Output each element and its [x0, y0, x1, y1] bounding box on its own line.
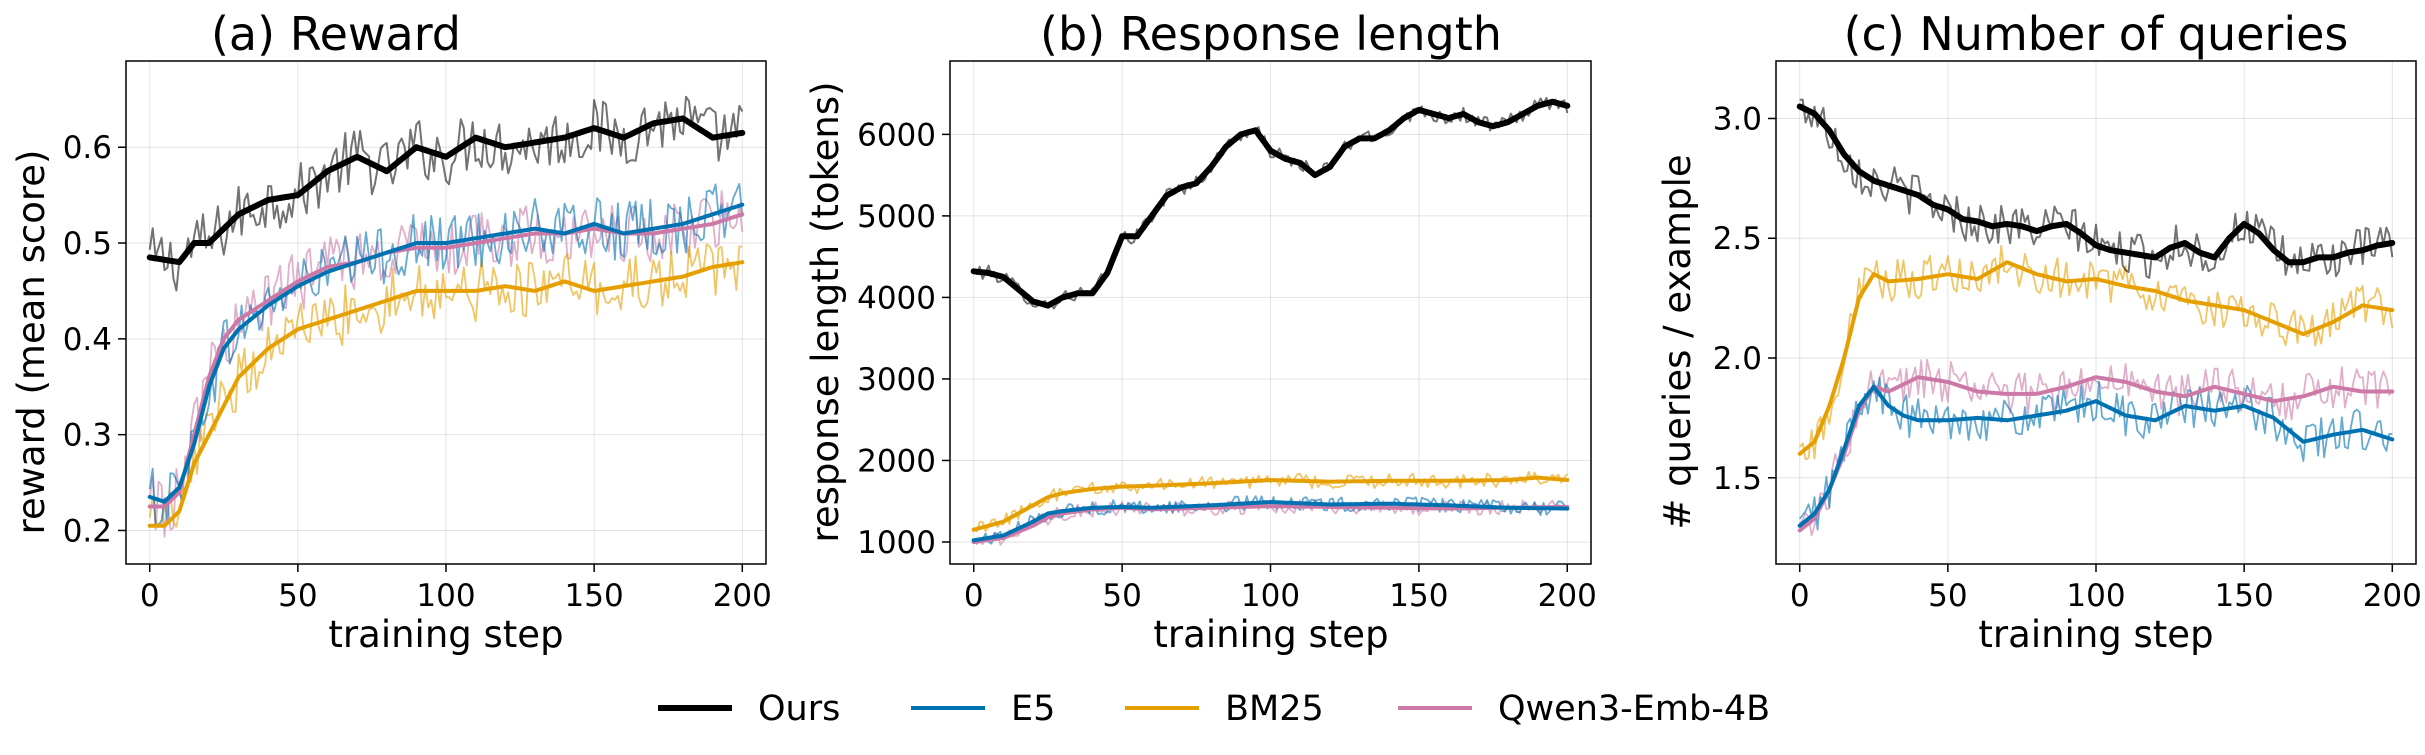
series-line-ours-number-of-queries [1796, 103, 2396, 266]
y-tick-label-reward: 0.3 [63, 418, 112, 454]
series-line-bm25-number-of-queries [1797, 260, 2395, 456]
series-line-bm25-reward [147, 260, 745, 528]
x-axis-label-reward: training step [328, 613, 563, 656]
x-tick-label-reward: 100 [416, 578, 475, 614]
x-axis-label-number-of-queries: training step [1978, 613, 2213, 656]
y-tick-label-response-length: 4000 [857, 280, 936, 316]
raw-series-line-bm25-reward [148, 243, 743, 528]
x-tick-label-response-length: 50 [1102, 578, 1141, 614]
x-tick-label-response-length: 100 [1241, 578, 1300, 614]
x-tick-label-number-of-queries: 0 [1790, 578, 1810, 614]
series-line-e5-response-length [971, 500, 1570, 543]
raw-series-line-ours-response-length [972, 96, 1569, 310]
panel-title-number-of-queries: (c) Number of queries [1844, 7, 2349, 61]
x-tick-label-response-length: 200 [1538, 578, 1597, 614]
raw-series-line-bm25-number-of-queries [1799, 244, 2394, 461]
y-tick-label-response-length: 1000 [857, 525, 936, 561]
panel-reward: (a) Reward training step reward (mean sc… [10, 7, 772, 656]
x-axis-label-response-length: training step [1153, 613, 1388, 656]
panel-number-of-queries: (c) Number of queries training step # qu… [1656, 7, 2422, 656]
x-tick-label-reward: 200 [713, 578, 772, 614]
y-tick-label-response-length: 6000 [857, 117, 936, 153]
y-tick-label-number-of-queries: 1.5 [1713, 461, 1762, 497]
series-reward [146, 95, 746, 538]
y-tick-label-response-length: 2000 [857, 443, 936, 479]
ticks-reward: 0 50 100 150 200 0.2 0.3 0.4 0.5 0.6 [63, 130, 772, 614]
series-line-bm25-response-length [971, 475, 1570, 532]
x-tick-label-response-length: 150 [1389, 578, 1448, 614]
legend-entry-e5: E5 [911, 689, 1055, 729]
raw-series-line-ours-reward [148, 95, 744, 292]
x-tick-label-reward: 150 [565, 578, 624, 614]
y-axis-label-number-of-queries: # queries / example [1656, 154, 1699, 529]
x-tick-label-number-of-queries: 50 [1928, 578, 1967, 614]
x-tick-label-reward: 0 [140, 578, 160, 614]
legend-label-bm25: BM25 [1225, 689, 1324, 729]
series-number-of-queries [1796, 98, 2396, 537]
panel-response-length: (b) Response length training step respon… [804, 7, 1597, 656]
legend-label-ours: Ours [758, 689, 840, 729]
legend: Ours E5 BM25 Qwen3-Emb-4B [658, 689, 1770, 729]
y-tick-label-response-length: 5000 [857, 199, 936, 235]
series-line-qwen3-emb-4b-response-length [971, 504, 1570, 544]
legend-entry-ours: Ours [658, 689, 840, 729]
gridlines-reward [126, 61, 766, 564]
y-axis-label-reward: reward (mean score) [10, 150, 53, 535]
x-tick-label-number-of-queries: 200 [2363, 578, 2422, 614]
raw-series-line-ours-number-of-queries [1799, 98, 2394, 279]
series-line-e5-number-of-queries [1797, 384, 2395, 528]
series-line-ours-reward [146, 115, 746, 266]
ticks-number-of-queries: 0 50 100 150 200 1.5 2.0 2.5 3.0 [1713, 101, 2422, 614]
x-tick-label-number-of-queries: 100 [2066, 578, 2125, 614]
series-line-qwen3-emb-4b-reward [147, 212, 745, 509]
legend-label-qwen3-emb-4b: Qwen3-Emb-4B [1498, 689, 1770, 729]
legend-entry-qwen3-emb-4b: Qwen3-Emb-4B [1398, 689, 1770, 729]
y-tick-label-reward: 0.5 [63, 226, 112, 262]
y-tick-label-reward: 0.6 [63, 130, 112, 166]
gridlines-response-length [950, 61, 1591, 564]
series-response-length [970, 96, 1571, 546]
y-tick-label-number-of-queries: 3.0 [1713, 101, 1762, 137]
y-tick-label-reward: 0.4 [63, 322, 112, 358]
series-line-e5-reward [147, 202, 745, 504]
y-tick-label-response-length: 3000 [857, 362, 936, 398]
x-tick-label-reward: 50 [278, 578, 317, 614]
series-line-ours-response-length [970, 98, 1571, 309]
y-tick-label-reward: 0.2 [63, 513, 112, 549]
gridlines-number-of-queries [1776, 61, 2416, 564]
y-tick-label-number-of-queries: 2.5 [1713, 221, 1762, 257]
y-tick-label-number-of-queries: 2.0 [1713, 341, 1762, 377]
panel-title-reward: (a) Reward [211, 7, 461, 61]
legend-entry-bm25: BM25 [1125, 689, 1324, 729]
raw-series-line-qwen3-emb-4b-number-of-queries [1799, 358, 2394, 537]
series-line-qwen3-emb-4b-number-of-queries [1797, 375, 2395, 533]
y-axis-label-response-length: response length (tokens) [804, 81, 847, 542]
legend-label-e5: E5 [1011, 689, 1055, 729]
x-tick-label-number-of-queries: 150 [2215, 578, 2274, 614]
x-tick-label-response-length: 0 [964, 578, 984, 614]
panel-title-response-length: (b) Response length [1040, 7, 1502, 61]
raw-series-line-e5-number-of-queries [1798, 376, 2393, 531]
ticks-response-length: 0 50 100 150 200 1000 2000 3000 4000 5000 6000 [857, 117, 1597, 614]
